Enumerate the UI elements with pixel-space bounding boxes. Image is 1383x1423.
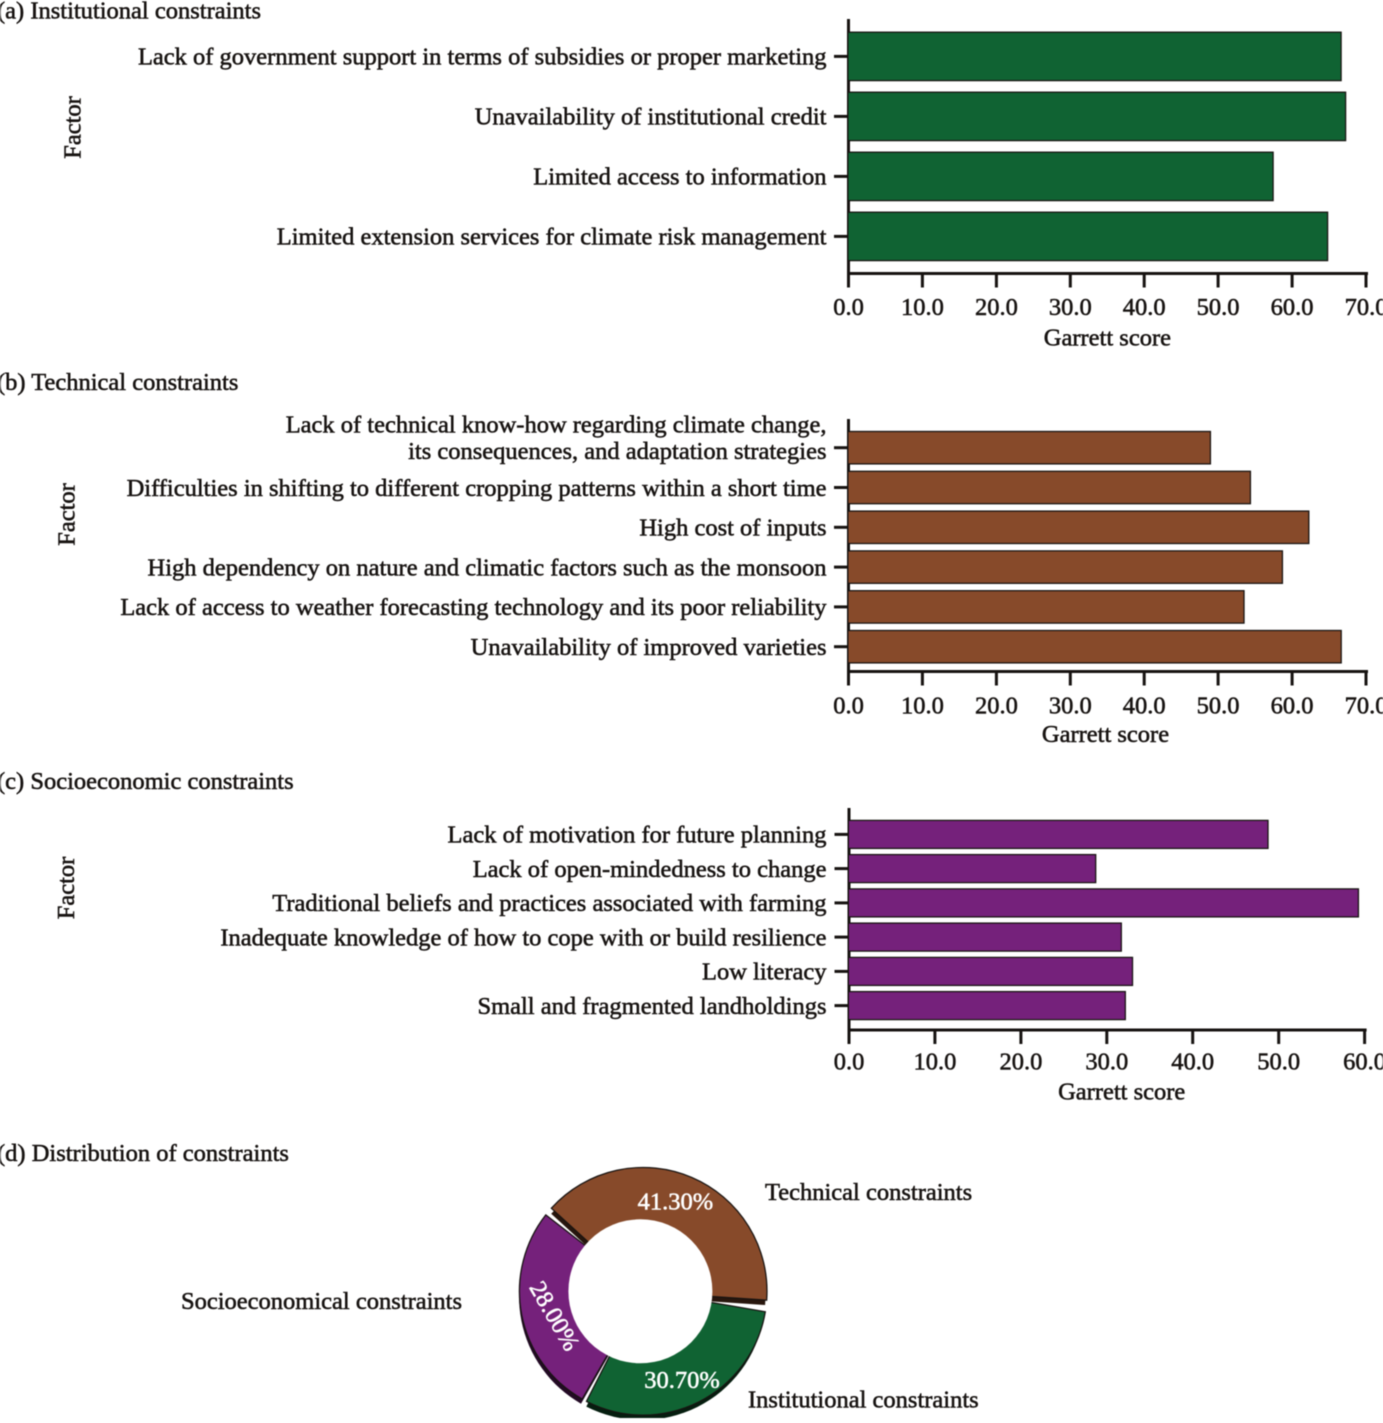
svg-text:60.0: 60.0 <box>1343 1049 1383 1076</box>
svg-text:20.0: 20.0 <box>975 294 1018 321</box>
svg-text:30.0: 30.0 <box>1085 1049 1128 1076</box>
svg-text:Lack of motivation for future: Lack of motivation for future planning <box>448 822 827 849</box>
svg-text:30.70%: 30.70% <box>644 1367 720 1394</box>
svg-text:Factor: Factor <box>60 96 87 159</box>
svg-text:Inadequate knowledge of how to: Inadequate knowledge of how to cope with… <box>220 924 826 951</box>
svg-text:70.0: 70.0 <box>1345 693 1383 720</box>
svg-text:(a) Institutional constraints: (a) Institutional constraints <box>0 0 261 25</box>
svg-text:Small and fragmented landholdi: Small and fragmented landholdings <box>477 993 826 1020</box>
svg-text:Traditional beliefs and practi: Traditional beliefs and practices associ… <box>272 890 826 917</box>
svg-text:50.0: 50.0 <box>1197 693 1240 720</box>
svg-text:Garrett score: Garrett score <box>1044 325 1171 352</box>
svg-text:50.0: 50.0 <box>1257 1049 1300 1076</box>
svg-text:30.0: 30.0 <box>1049 693 1092 720</box>
svg-text:Factor: Factor <box>54 483 81 546</box>
svg-text:Institutional constraints: Institutional constraints <box>748 1387 979 1414</box>
svg-text:30.0: 30.0 <box>1049 294 1092 321</box>
svg-text:10.0: 10.0 <box>913 1049 956 1076</box>
svg-text:Difficulties in shifting to di: Difficulties in shifting to different cr… <box>127 475 827 502</box>
svg-text:0.0: 0.0 <box>833 294 864 321</box>
svg-text:40.0: 40.0 <box>1123 294 1166 321</box>
svg-text:High cost of inputs: High cost of inputs <box>639 515 826 542</box>
svg-text:40.0: 40.0 <box>1123 693 1166 720</box>
svg-text:High dependency on nature and: High dependency on nature and climatic f… <box>148 554 827 581</box>
svg-text:Low literacy: Low literacy <box>702 959 827 986</box>
svg-text:70.0: 70.0 <box>1345 294 1383 321</box>
svg-text:10.0: 10.0 <box>901 693 944 720</box>
svg-text:Limited access to information: Limited access to information <box>533 164 826 191</box>
svg-text:Limited extension services for: Limited extension services for climate r… <box>277 224 827 251</box>
svg-text:41.30%: 41.30% <box>638 1189 714 1216</box>
svg-text:Lack of open-mindedness to cha: Lack of open-mindedness to change <box>473 856 827 883</box>
svg-text:0.0: 0.0 <box>833 693 864 720</box>
svg-text:Garrett score: Garrett score <box>1058 1079 1185 1106</box>
svg-text:Lack of access to weather fore: Lack of access to weather forecasting te… <box>120 594 827 621</box>
svg-text:Socioeconomical constraints: Socioeconomical constraints <box>181 1288 462 1315</box>
svg-text:60.0: 60.0 <box>1271 693 1314 720</box>
svg-text:20.0: 20.0 <box>975 693 1018 720</box>
svg-text:Garrett score: Garrett score <box>1042 721 1169 748</box>
svg-text:Lack of government support in: Lack of government support in terms of s… <box>138 44 827 71</box>
svg-text:(b) Technical constraints: (b) Technical constraints <box>0 369 238 396</box>
svg-text:Lack of technical know-how reg: Lack of technical know-how regarding cli… <box>286 412 827 439</box>
svg-text:Unavailability of institutiona: Unavailability of institutional credit <box>475 104 827 131</box>
svg-text:50.0: 50.0 <box>1197 294 1240 321</box>
svg-text:Unavailability of improved var: Unavailability of improved varieties <box>471 634 827 661</box>
svg-text:Factor: Factor <box>53 857 80 920</box>
svg-text:its consequences, and adaptati: its consequences, and adaptation strateg… <box>408 438 826 465</box>
svg-text:0.0: 0.0 <box>834 1049 865 1076</box>
svg-text:(c) Socioeconomic constraints: (c) Socioeconomic constraints <box>0 768 294 795</box>
svg-text:40.0: 40.0 <box>1171 1049 1214 1076</box>
svg-text:(d) Distribution of constraint: (d) Distribution of constraints <box>0 1140 289 1167</box>
svg-text:60.0: 60.0 <box>1271 294 1314 321</box>
svg-text:20.0: 20.0 <box>999 1049 1042 1076</box>
svg-text:Technical constraints: Technical constraints <box>765 1179 972 1206</box>
svg-text:10.0: 10.0 <box>901 294 944 321</box>
